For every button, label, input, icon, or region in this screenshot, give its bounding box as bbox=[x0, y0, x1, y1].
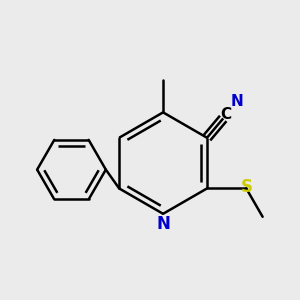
Text: S: S bbox=[241, 178, 253, 196]
Text: N: N bbox=[231, 94, 243, 110]
Text: N: N bbox=[156, 215, 170, 233]
Text: C: C bbox=[220, 107, 232, 122]
